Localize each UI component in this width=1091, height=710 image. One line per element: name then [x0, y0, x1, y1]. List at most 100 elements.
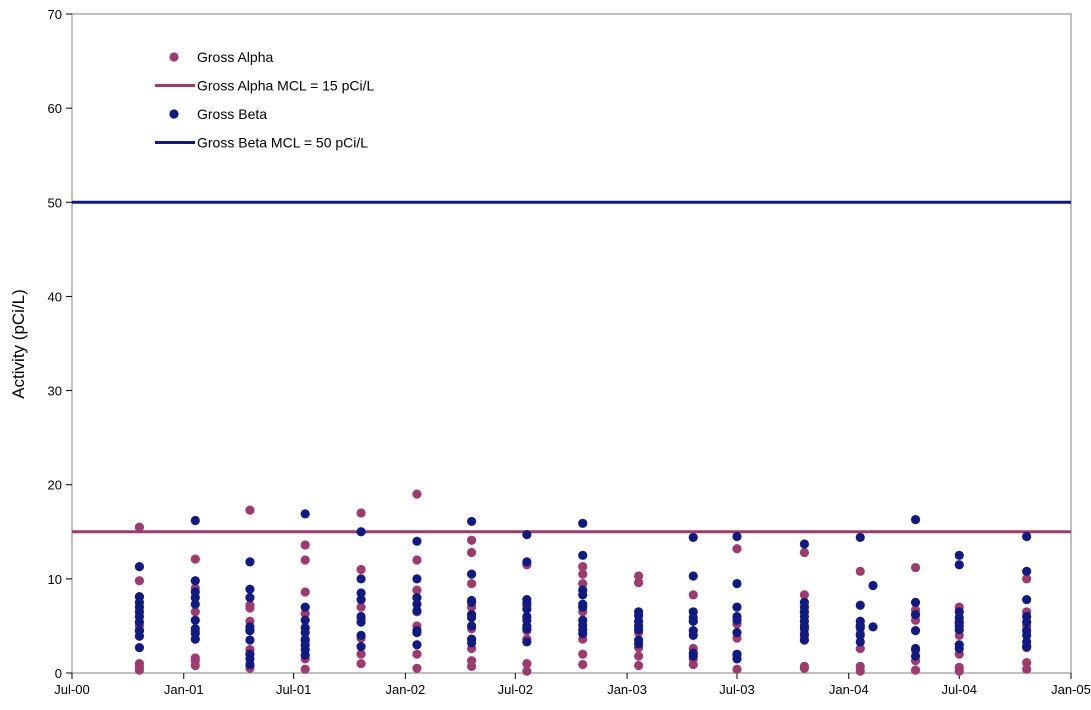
gross-beta-point [300, 615, 310, 625]
gross-beta-point [855, 600, 865, 610]
gross-alpha-point [855, 666, 865, 676]
gross-beta-point [412, 574, 422, 584]
gross-beta-point [732, 615, 742, 625]
gross-beta-point [412, 536, 422, 546]
gross-beta-point [855, 630, 865, 640]
gross-beta-point [356, 588, 366, 598]
gross-alpha-point [300, 664, 310, 674]
gross-beta-point [910, 597, 921, 607]
gross-alpha-point [245, 603, 255, 613]
gross-beta-point [245, 557, 255, 567]
gross-alpha-point [1022, 574, 1032, 584]
gross-alpha-point [467, 661, 477, 672]
gross-beta-point [300, 602, 310, 612]
gross-beta-point [954, 560, 964, 570]
gross-beta-point [245, 593, 255, 603]
gross-beta-point [1022, 630, 1032, 640]
gross-beta-point [954, 550, 964, 560]
x-tick-label: Jan-03 [607, 682, 647, 697]
gross-beta-point [578, 602, 588, 612]
gross-beta-point [634, 625, 644, 635]
gross-beta-point [688, 651, 698, 661]
gross-alpha-point [134, 576, 145, 586]
gross-beta-point [578, 518, 588, 528]
gross-alpha-point [412, 555, 422, 565]
x-tick-label: Jul-00 [54, 682, 89, 697]
y-tick-label: 60 [48, 101, 62, 116]
gross-beta-point [190, 515, 200, 526]
gross-alpha-point [412, 649, 422, 659]
gross-beta-point [799, 635, 809, 645]
x-tick-label: Jan-05 [1051, 682, 1091, 697]
gross-beta-point [467, 638, 477, 648]
x-tick-label: Jul-03 [719, 682, 754, 697]
gross-beta-point [356, 617, 366, 627]
x-tick-label: Jan-01 [164, 682, 204, 697]
gross-beta-point [300, 627, 310, 638]
gross-alpha-point [522, 666, 532, 676]
gross-beta-point [732, 627, 742, 638]
gross-alpha-point [634, 571, 644, 581]
legend-label: Gross Beta [197, 106, 267, 122]
gross-beta-point [1022, 594, 1032, 605]
gross-beta-point [522, 604, 532, 614]
gross-alpha-point [578, 659, 588, 670]
y-axis: 0 10 20 30 40 50 60 70 [48, 7, 72, 681]
gross-beta-point [300, 509, 310, 519]
gross-alpha-point [688, 590, 698, 600]
gross-alpha-point [634, 578, 644, 588]
gross-beta-point [799, 624, 809, 634]
gross-alpha-point [300, 609, 310, 619]
gross-beta-point [688, 532, 698, 543]
gross-beta-point [134, 617, 145, 627]
gross-beta-point [356, 630, 366, 640]
y-tick-label: 30 [48, 384, 62, 399]
gross-alpha-point [412, 489, 422, 499]
gross-alpha-point [855, 566, 865, 576]
gross-alpha-point [634, 660, 644, 671]
gross-beta-point [688, 571, 698, 581]
gross-beta-point [190, 634, 200, 644]
y-tick-label: 50 [48, 195, 62, 210]
gross-alpha-point [467, 535, 477, 545]
gross-beta-point [954, 643, 964, 654]
gross-beta-point [190, 576, 200, 586]
legend-label: Gross Alpha MCL = 15 pCi/L [197, 78, 375, 94]
gross-beta-point [868, 580, 878, 591]
gross-beta-point [190, 593, 200, 603]
x-tick-label: Jul-01 [276, 682, 311, 697]
gross-beta-point [245, 635, 255, 645]
gross-alpha-point [910, 665, 921, 675]
gross-beta-point [578, 628, 588, 639]
legend-label: Gross Beta MCL = 50 pCi/L [197, 135, 368, 151]
gross-alpha-point [300, 555, 310, 565]
y-tick-label: 20 [48, 478, 62, 493]
gross-alpha-point [190, 607, 200, 617]
gross-alpha-point [634, 651, 644, 661]
gross-alpha-point [412, 585, 422, 595]
gross-beta-point [522, 624, 532, 634]
gross-alpha-point [356, 564, 366, 575]
gross-alpha-point [1022, 658, 1032, 668]
gross-beta-point [634, 639, 644, 649]
gross-beta-point [356, 594, 366, 605]
gross-alpha-point [688, 659, 698, 670]
gross-alpha-point [300, 587, 310, 597]
gross-alpha-point [300, 540, 310, 550]
gross-beta-point [412, 627, 422, 638]
gross-beta-point [190, 615, 200, 625]
gross-beta-point [356, 527, 366, 537]
legend-label: Gross Alpha [197, 49, 273, 65]
gross-beta-point [134, 642, 145, 653]
gross-beta-point [578, 590, 588, 600]
gross-beta-point [245, 659, 255, 670]
gross-alpha-point [799, 547, 809, 558]
gross-alpha-point [190, 660, 200, 671]
data-points [134, 489, 1032, 676]
gross-beta-point [467, 621, 477, 631]
y-tick-label: 40 [48, 289, 62, 304]
gross-alpha-point [190, 554, 200, 564]
gross-beta-point [412, 593, 422, 603]
gross-beta-point [134, 562, 145, 572]
gross-alpha-point [732, 664, 742, 674]
